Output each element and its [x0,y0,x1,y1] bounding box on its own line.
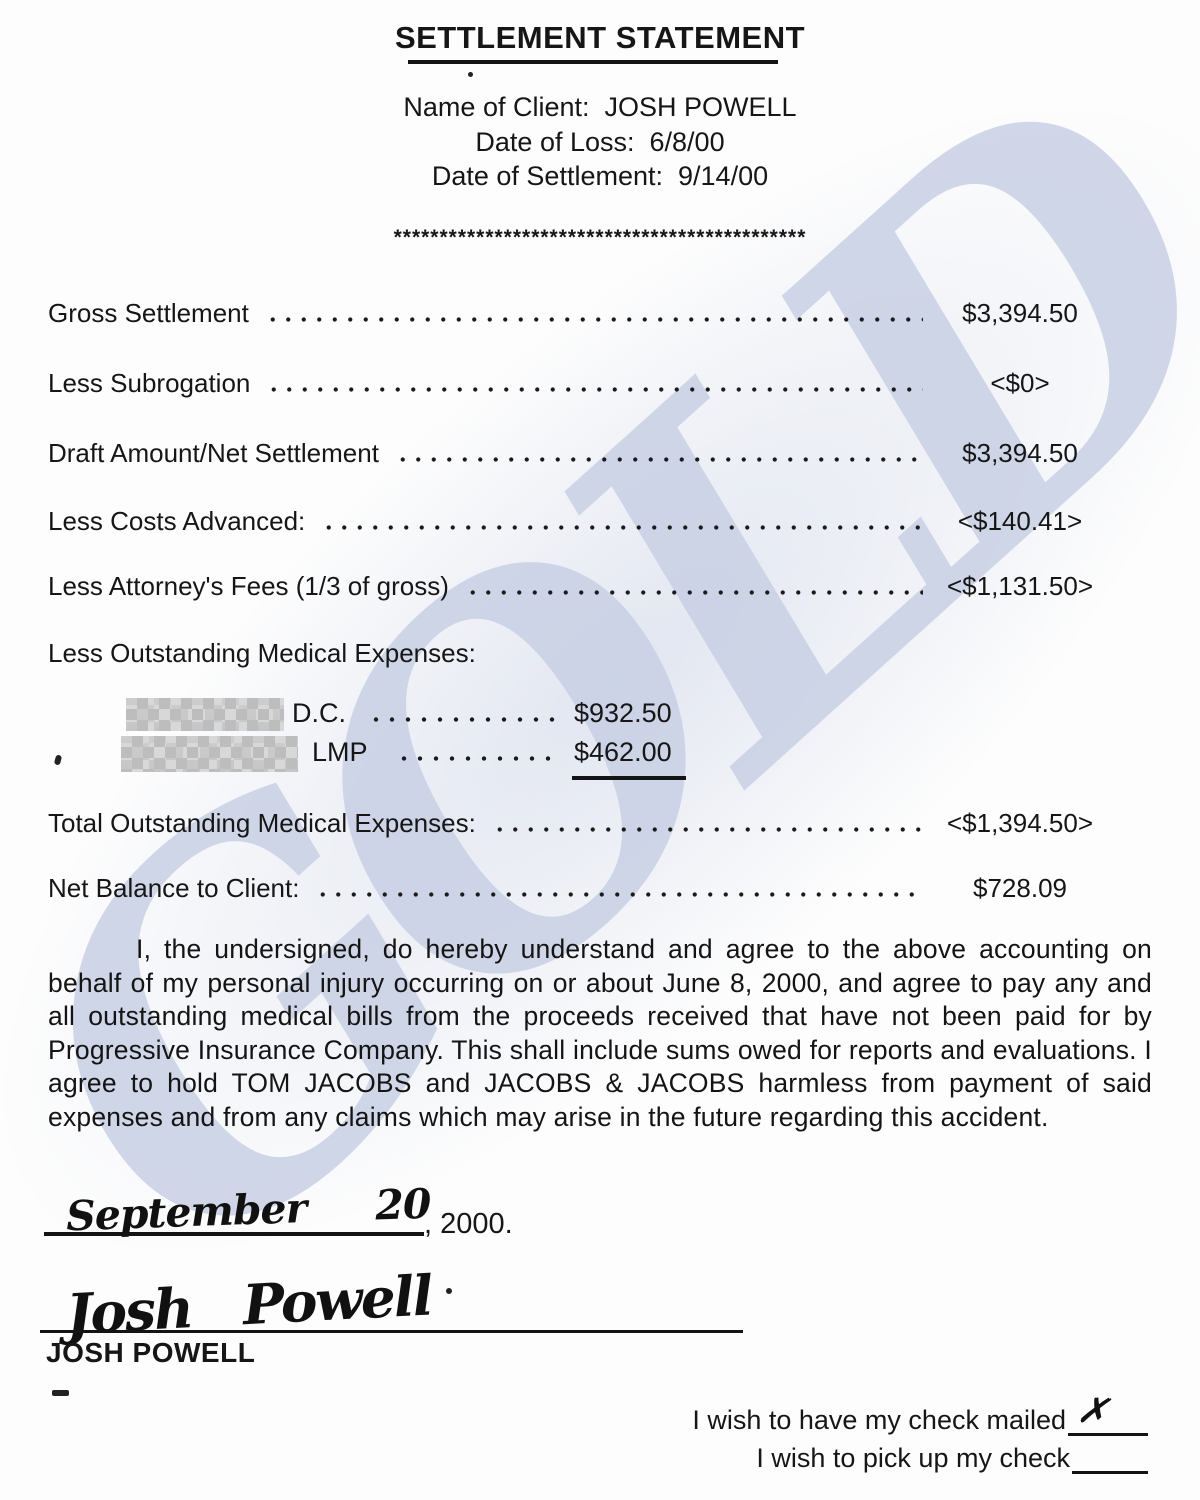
signature-line [40,1330,743,1333]
date-of-loss-label: Date of Loss: [475,127,635,157]
total-medical-expenses-row: Total Outstanding Medical Expenses: <$1,… [48,808,1105,839]
signer-printed-name: JOSH POWELL [46,1337,256,1368]
medical-amount: $462.00 [574,737,672,767]
dot-leader [396,754,560,763]
total-label: Total Outstanding Medical Expenses: [48,808,476,838]
title-underline [408,60,778,64]
client-line: Name of Client: JOSH POWELL [0,92,1200,123]
date-of-settlement-value: 9/14/00 [678,161,769,191]
net-balance-row: Net Balance to Client: $728.09 [48,873,1105,904]
line-item-amount: <$1,131.50> [946,571,1094,601]
client-value: JOSH POWELL [604,92,797,122]
dot-leader [368,715,560,724]
line-item-amount: $3,394.50 [962,438,1078,468]
dot-leader [491,825,923,834]
scan-speck [52,1390,69,1396]
date-of-loss-line: Date of Loss: 6/8/00 [0,127,1200,158]
subtotal-underline [572,776,686,780]
date-year-suffix: , 2000. [424,1208,513,1240]
check-pickup-option: I wish to pick up my check [756,1441,1148,1474]
handwritten-x-mark: ✗ [1072,1387,1120,1435]
provider-credential: D.C. [292,698,346,728]
line-item-amount: <$140.41> [957,506,1083,536]
provider-credential: LMP [312,737,368,767]
net-balance-amount: $728.09 [973,873,1067,903]
check-pickup-blank-line [1072,1441,1148,1474]
dot-leader [266,385,923,394]
check-mailed-blank-line: ✗ [1068,1388,1148,1436]
medical-amount: $932.50 [574,698,672,728]
medical-expenses-section-label: Less Outstanding Medical Expenses: [48,638,476,668]
line-item-row-less-costs-advanced: Less Costs Advanced: <$140.41> [48,506,1105,537]
line-item-row-gross-settlement: Gross Settlement $3,394.50 [48,298,1105,329]
redacted-provider-name [121,736,298,772]
line-item-row-less-attorneys-fees: Less Attorney's Fees (1/3 of gross) <$1,… [48,571,1105,602]
line-item-label: Draft Amount/Net Settlement [48,438,379,468]
client-label: Name of Client: [403,92,590,122]
scan-speck [446,1288,452,1294]
net-balance-label: Net Balance to Client: [48,873,300,903]
scan-speck [468,72,473,77]
line-item-row-draft-amount: Draft Amount/Net Settlement $3,394.50 [48,438,1105,469]
document-title: SETTLEMENT STATEMENT [394,20,806,55]
asterisk-separator: ****************************************… [393,226,807,249]
check-mailed-option: I wish to have my check mailed ✗ [692,1388,1148,1436]
line-item-label: Gross Settlement [48,298,249,328]
line-item-label: Less Subrogation [48,368,251,398]
redacted-provider-name [126,698,284,731]
dot-leader [394,455,923,464]
date-of-loss-value: 6/8/00 [649,127,725,157]
dot-leader [321,523,923,532]
line-item-label: Less Costs Advanced: [48,506,306,536]
line-item-label: Less Attorney's Fees (1/3 of gross) [48,571,449,601]
line-item-row-less-subrogation: Less Subrogation <$0> [48,368,1105,399]
total-amount: <$1,394.50> [946,808,1094,838]
check-pickup-label: I wish to pick up my check [756,1443,1070,1473]
scan-speck [53,754,63,766]
line-item-amount: $3,394.50 [962,298,1078,328]
dot-leader [264,315,923,324]
handwritten-signature: Josh Powell [64,1262,433,1347]
date-blank-line [44,1232,424,1236]
line-item-amount: <$0> [990,368,1050,398]
dot-leader [464,588,923,597]
date-of-settlement-line: Date of Settlement: 9/14/00 [0,161,1200,192]
agreement-paragraph: I, the undersigned, do hereby understand… [48,934,1152,1132]
date-of-settlement-label: Date of Settlement: [431,161,663,191]
dot-leader [315,890,923,899]
check-mailed-label: I wish to have my check mailed [692,1405,1066,1435]
